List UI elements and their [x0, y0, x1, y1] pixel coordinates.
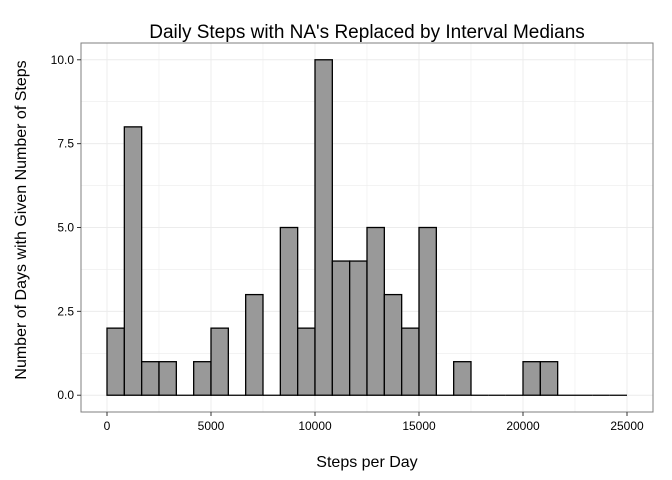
histogram-bar	[522, 361, 541, 396]
y-tick-label: 5.0	[57, 221, 74, 235]
histogram-bar	[453, 361, 472, 396]
histogram-bar	[366, 226, 385, 396]
x-tick-label: 5000	[198, 419, 225, 433]
histogram-bar	[279, 226, 299, 396]
histogram-bar	[193, 361, 212, 396]
x-tick-label: 10000	[298, 419, 332, 433]
x-tick-label: 20000	[506, 419, 540, 433]
histogram-bar	[314, 59, 333, 396]
x-axis-label: Steps per Day	[316, 454, 417, 471]
histogram-bar	[331, 260, 351, 396]
histogram-bar	[158, 361, 177, 396]
x-tick-label: 15000	[402, 419, 436, 433]
y-tick-label: 7.5	[57, 137, 74, 151]
histogram-bar	[349, 260, 368, 396]
x-axis: 0 5000 10000 15000 20000 25000	[104, 412, 644, 433]
histogram-bar	[297, 327, 316, 396]
x-tick-label: 0	[104, 419, 111, 433]
histogram-bar	[401, 327, 420, 396]
y-tick-label: 10.0	[51, 53, 75, 67]
y-tick-label: 0.0	[57, 388, 74, 402]
histogram-bar	[123, 126, 143, 396]
histogram-bar	[383, 293, 403, 396]
histogram-bar	[106, 327, 125, 396]
x-tick-label: 25000	[610, 419, 644, 433]
histogram-bar	[418, 226, 437, 396]
chart-title: Daily Steps with NA's Replaced by Interv…	[149, 22, 585, 43]
y-tick-label: 2.5	[57, 304, 74, 318]
histogram-bar	[245, 293, 264, 396]
histogram-bar	[539, 361, 559, 396]
histogram-bar	[141, 361, 160, 396]
y-axis-label: Number of Days with Given Number of Step…	[13, 60, 30, 379]
histogram-bar	[210, 327, 229, 396]
bars	[106, 59, 627, 396]
y-axis: 0.0 2.5 5.0 7.5 10.0	[51, 53, 81, 402]
